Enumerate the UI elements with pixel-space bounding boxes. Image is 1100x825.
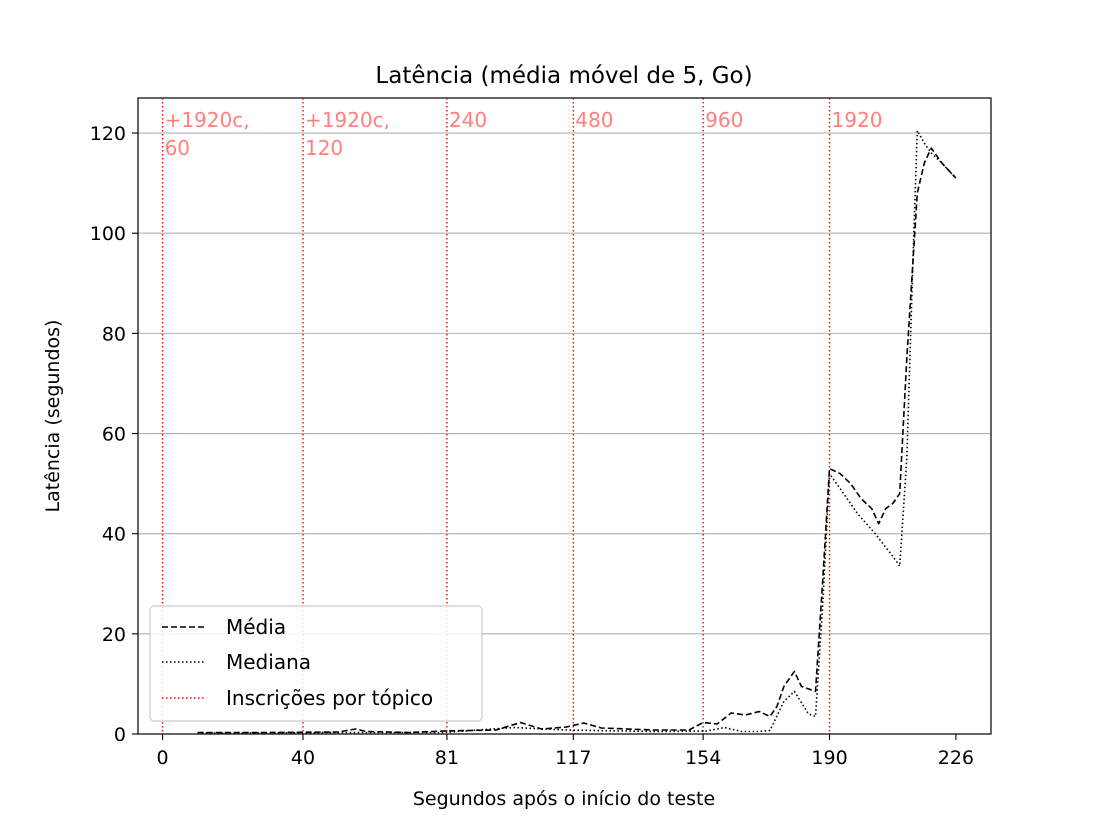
x-tick-label-4: 154 — [685, 747, 721, 769]
series-line-media — [197, 147, 957, 734]
vertical-marker-label-1-1: 120 — [305, 136, 343, 160]
chart-title: Latência (média móvel de 5, Go) — [375, 63, 752, 89]
vertical-marker-label-0-1: 60 — [165, 136, 190, 160]
plot-frame — [137, 97, 992, 735]
y-axis-label: Latência (segundos) — [42, 320, 64, 513]
y-tick-label-3: 60 — [102, 424, 126, 446]
x-tick-label-2: 81 — [435, 747, 459, 769]
legend-label-inscricoes: Inscrições por tópico — [226, 686, 433, 710]
vertical-marker-label-5-0: 1920 — [832, 108, 883, 132]
y-tick-label-6: 120 — [90, 123, 126, 145]
vertical-markers: +1920c, 60 +1920c, 120 240 480 960 1920 — [161, 98, 883, 734]
x-tick-label-0: 0 — [157, 747, 169, 769]
vertical-marker-label-0-0: +1920c, — [165, 108, 250, 132]
y-tick-label-0: 0 — [114, 724, 126, 746]
series-lines — [197, 129, 957, 734]
vertical-marker-label-3-0: 480 — [575, 108, 613, 132]
x-tick-label-5: 190 — [811, 747, 847, 769]
x-tick-label-6: 226 — [938, 747, 974, 769]
vertical-marker-label-2-0: 240 — [449, 108, 487, 132]
x-tick-label-3: 117 — [555, 747, 591, 769]
x-tick-label-1: 40 — [291, 747, 315, 769]
legend-label-media: Média — [226, 615, 286, 639]
y-tick-label-4: 80 — [102, 323, 126, 345]
vertical-marker-label-1-0: +1920c, — [305, 108, 390, 132]
y-tick-label-2: 40 — [102, 524, 126, 546]
series-line-mediana — [197, 129, 957, 734]
y-axis-ticks: 0 20 40 60 80 100 120 — [90, 123, 138, 746]
vertical-marker-label-4-0: 960 — [705, 108, 743, 132]
y-tick-label-5: 100 — [90, 223, 126, 245]
legend: Média Mediana Inscrições por tópico — [149, 605, 483, 722]
legend-label-mediana: Mediana — [226, 650, 311, 674]
x-axis-ticks: 0 40 81 117 154 190 226 — [157, 734, 974, 769]
legend-box — [149, 605, 483, 722]
y-tick-label-1: 20 — [102, 624, 126, 646]
x-axis-label: Segundos após o início do teste — [413, 788, 715, 810]
